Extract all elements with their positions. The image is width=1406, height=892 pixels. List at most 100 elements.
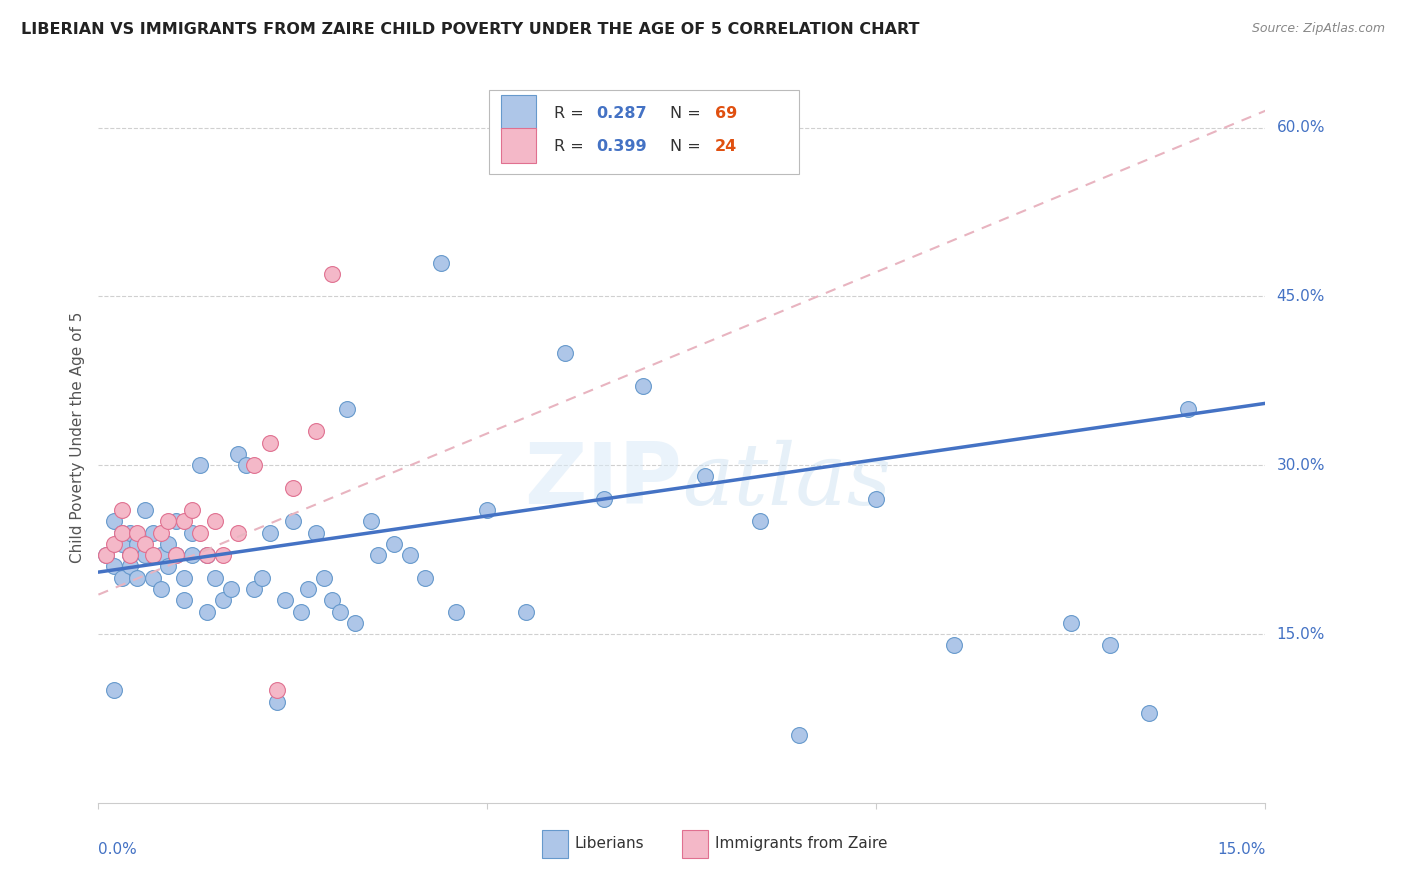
Bar [501, 95, 536, 130]
Point [127, 525, 149, 540]
Point [195, 605, 218, 619]
Point [149, 582, 172, 596]
Point [157, 537, 180, 551]
Text: Liberians: Liberians [575, 837, 644, 851]
Point [321, 267, 343, 281]
Point [243, 458, 266, 473]
Point [212, 593, 235, 607]
Text: 15.0%: 15.0% [1277, 626, 1324, 641]
Text: R =: R = [554, 139, 589, 154]
Point [212, 548, 235, 562]
Point [266, 694, 288, 708]
Point [173, 571, 195, 585]
Text: R =: R = [554, 106, 589, 121]
Point [274, 593, 297, 607]
Point [266, 683, 288, 698]
Point [360, 515, 382, 529]
Point [103, 683, 125, 698]
Text: ZIP: ZIP [524, 440, 682, 523]
Point [134, 548, 156, 562]
Point [118, 559, 141, 574]
Point [103, 537, 125, 551]
Point [281, 481, 304, 495]
Point [157, 559, 180, 574]
Bar [541, 830, 568, 858]
Point [127, 537, 149, 551]
Text: atlas: atlas [682, 440, 891, 523]
Point [111, 525, 134, 540]
Point [118, 548, 141, 562]
Point [134, 537, 156, 551]
Point [281, 515, 304, 529]
Point [329, 605, 352, 619]
Point [111, 571, 134, 585]
Point [180, 503, 202, 517]
Point [695, 469, 717, 483]
Point [748, 515, 770, 529]
Point [142, 548, 165, 562]
Point [180, 525, 202, 540]
Point [142, 525, 165, 540]
Point [180, 548, 202, 562]
Point [173, 515, 195, 529]
Point [157, 515, 180, 529]
Point [195, 548, 218, 562]
Text: N =: N = [671, 139, 706, 154]
Point [204, 571, 226, 585]
FancyBboxPatch shape [489, 90, 799, 174]
Point [312, 571, 335, 585]
Text: 30.0%: 30.0% [1277, 458, 1324, 473]
Point [219, 582, 242, 596]
Text: 15.0%: 15.0% [1218, 842, 1265, 856]
Text: 60.0%: 60.0% [1277, 120, 1324, 135]
Point [344, 615, 367, 630]
Point [1137, 706, 1160, 720]
Text: 45.0%: 45.0% [1277, 289, 1324, 304]
Point [515, 605, 537, 619]
Point [118, 525, 141, 540]
Point [228, 447, 250, 461]
Point [259, 435, 281, 450]
Point [165, 548, 187, 562]
Point [321, 593, 343, 607]
Point [228, 525, 250, 540]
Point [127, 571, 149, 585]
Text: 0.0%: 0.0% [98, 842, 138, 856]
Point [96, 548, 118, 562]
Point [149, 548, 172, 562]
Point [305, 425, 328, 439]
Bar [682, 830, 707, 858]
Point [1060, 615, 1083, 630]
Point [631, 379, 654, 393]
Point [554, 345, 576, 359]
Point [943, 638, 966, 652]
Point [111, 525, 134, 540]
Point [188, 458, 211, 473]
Point [250, 571, 273, 585]
Text: Source: ZipAtlas.com: Source: ZipAtlas.com [1251, 22, 1385, 36]
Text: 0.399: 0.399 [596, 139, 647, 154]
Point [477, 503, 499, 517]
Text: 24: 24 [714, 139, 737, 154]
Point [165, 548, 187, 562]
Point [367, 548, 389, 562]
Text: 69: 69 [714, 106, 737, 121]
Point [173, 593, 195, 607]
Point [398, 548, 420, 562]
Point [787, 728, 810, 742]
Point [336, 401, 359, 416]
Point [259, 525, 281, 540]
Point [204, 515, 226, 529]
Point [134, 503, 156, 517]
Text: LIBERIAN VS IMMIGRANTS FROM ZAIRE CHILD POVERTY UNDER THE AGE OF 5 CORRELATION C: LIBERIAN VS IMMIGRANTS FROM ZAIRE CHILD … [21, 22, 920, 37]
Point [195, 548, 218, 562]
Point [243, 582, 266, 596]
Point [1098, 638, 1121, 652]
Point [446, 605, 468, 619]
Text: 0.287: 0.287 [596, 106, 647, 121]
Point [290, 605, 312, 619]
Point [382, 537, 405, 551]
Point [165, 515, 187, 529]
Point [429, 255, 451, 269]
Point [103, 515, 125, 529]
